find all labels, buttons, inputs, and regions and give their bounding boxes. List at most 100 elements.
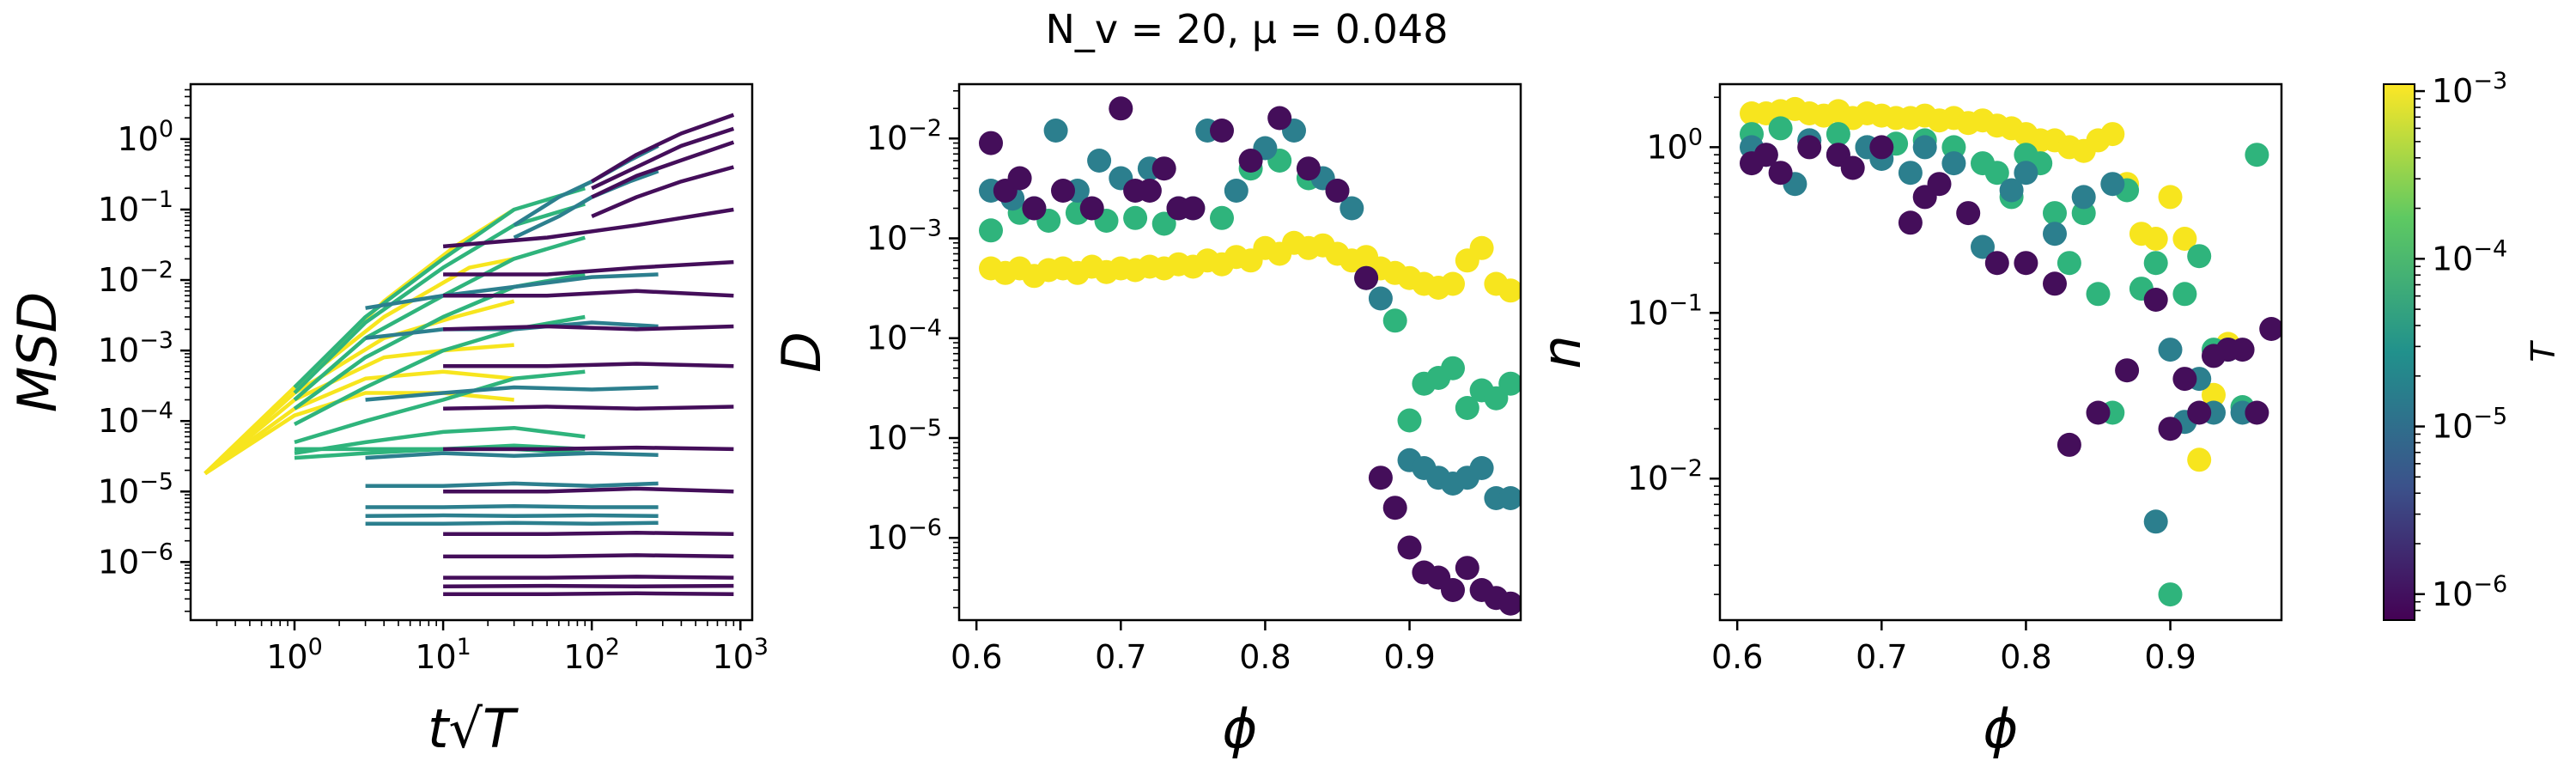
x-tick-label: 102: [563, 634, 620, 676]
exponent-panel-point: [2230, 338, 2255, 362]
colorbar-label: T: [2524, 340, 2562, 362]
diffusion-panel: 0.6 0.7 0.8 0.9 10−6 10−5 10−4 10−3 10−2 ϕ D: [770, 82, 1522, 760]
msd-curve-31: [443, 289, 734, 298]
y-tick-label: 10−1: [1627, 289, 1703, 332]
msd-curve-26: [591, 126, 735, 191]
diffusion-panel-point: [1498, 278, 1521, 303]
x-tick-label: 0.9: [2144, 638, 2196, 676]
msd-curve-24: [365, 520, 659, 526]
exponent-panel-point: [2057, 432, 2081, 457]
diffusion-panel-point: [1441, 578, 1465, 602]
x-tick-label: 0.8: [1239, 638, 1291, 676]
msd-curve-34: [443, 405, 734, 411]
exponent-x-axis-title: ϕ: [1984, 697, 2019, 760]
diffusion-panel-point: [1498, 486, 1521, 510]
exponent-panel-point: [2043, 201, 2067, 226]
diffusion-panel-point: [1224, 179, 1249, 203]
msd-curve-1: [204, 257, 515, 475]
exponent-panel: 0.6 0.7 0.8 0.9 10−2 10−1 100 ϕ n: [1530, 82, 2283, 760]
diffusion-panel-point: [1455, 396, 1479, 420]
exponent-axes: 0.6 0.7 0.8 0.9 10−2 10−1 100: [1627, 96, 2196, 676]
exponent-panel-point: [2158, 185, 2183, 210]
exponent-panel-point: [1753, 143, 1778, 167]
msd-y-axis-title: MSD: [6, 292, 69, 413]
exponent-panel-point: [2143, 227, 2168, 251]
msd-curve-15: [513, 143, 659, 228]
exponent-y-axis-title: n: [1530, 335, 1593, 368]
exponent-panel-point: [1971, 234, 1995, 259]
exponent-panel-point: [1898, 210, 1923, 235]
diffusion-panel-point: [1354, 265, 1379, 290]
diffusion-panel-point: [1441, 271, 1465, 296]
y-tick-label: 10−4: [98, 398, 173, 440]
diffusion-panel-point: [1441, 356, 1465, 380]
x-tick-label: 0.7: [1856, 638, 1907, 676]
diffusion-panel-point: [1469, 235, 1494, 260]
exponent-panel-point: [1768, 161, 1793, 186]
exponent-panel-point: [2172, 227, 2197, 251]
msd-curve-20: [365, 451, 659, 460]
exponent-panel-point: [2014, 161, 2038, 186]
exponent-panel-point: [2158, 338, 2183, 362]
msd-curve-2: [204, 299, 515, 475]
diffusion-panel-point: [1151, 156, 1176, 181]
exponent-panel-point: [2143, 509, 2168, 534]
msd-curve-36: [443, 486, 734, 494]
exponent-panel-point: [1999, 178, 2024, 203]
exponent-panel-point: [1956, 201, 1981, 226]
diffusion-panel-point: [1087, 149, 1112, 173]
msd-curve-32: [443, 324, 734, 332]
msd-curve-28: [591, 165, 734, 218]
y-tick-label: 10−2: [866, 115, 942, 157]
diffusion-panel-point: [1022, 196, 1047, 221]
msd-curve-41: [443, 591, 734, 597]
exponent-panel-point: [2158, 582, 2183, 607]
msd-plot-area: [204, 113, 735, 597]
exponent-panel-point: [2202, 382, 2226, 407]
diffusion-panel-point: [1137, 179, 1162, 203]
diffusion-x-axis-title: ϕ: [1223, 697, 1258, 760]
exponent-panel-point: [2187, 400, 2212, 425]
colorbar-axis: 10−6 10−5 10−4 10−3: [2415, 68, 2507, 613]
colorbar-tick-label: 10−6: [2432, 571, 2507, 613]
exponent-panel-point: [2086, 282, 2111, 307]
msd-curve-25: [591, 113, 735, 184]
msd-curve-40: [443, 583, 734, 589]
exponent-panel-point: [2245, 400, 2269, 425]
diffusion-panel-point: [1469, 456, 1494, 480]
exponent-panel-point: [2115, 358, 2140, 383]
msd-curve-7: [293, 202, 586, 395]
exponent-panel-point: [1797, 135, 1822, 160]
exponent-panel-point: [2043, 222, 2067, 247]
y-tick-label: 10−5: [866, 415, 942, 457]
colorbar-tick-label: 10−4: [2432, 235, 2507, 277]
diffusion-plot-area: [979, 96, 1521, 616]
diffusion-panel-point: [1210, 119, 1234, 143]
msd-plot-frame: [189, 82, 754, 622]
msd-curve-11: [294, 369, 586, 445]
diffusion-panel-point: [1340, 196, 1364, 221]
diffusion-panel-point: [1382, 308, 1407, 333]
msd-axes: 100 101 102 103 10−6 10−5 10−4 10−3 10−2 10−1 100: [98, 88, 769, 676]
diffusion-panel-point: [1267, 106, 1292, 131]
msd-x-axis-title: t√T: [428, 697, 519, 760]
exponent-panel-point: [1984, 251, 2009, 276]
colorbar-gradient: [2383, 83, 2415, 621]
figure-suptitle: N_v = 20, μ = 0.048: [1046, 6, 1449, 52]
exponent-panel-point: [1869, 135, 1894, 160]
exponent-panel-point: [2187, 244, 2212, 269]
diffusion-panel-point: [1498, 591, 1521, 616]
exponent-panel-point: [1840, 155, 1865, 180]
colorbar-tick-label: 10−5: [2432, 404, 2507, 446]
msd-curve-38: [443, 553, 734, 559]
diffusion-panel-point: [1368, 286, 1393, 311]
exponent-panel-point: [2158, 417, 2183, 441]
x-tick-label: 103: [713, 634, 769, 676]
diffusion-panel-point: [1397, 535, 1422, 560]
y-tick-label: 10−2: [1627, 455, 1703, 497]
x-tick-label: 0.8: [2000, 638, 2051, 676]
diffusion-panel-point: [1484, 386, 1509, 411]
msd-curve-27: [591, 140, 735, 199]
diffusion-y-axis-title: D: [770, 332, 833, 373]
